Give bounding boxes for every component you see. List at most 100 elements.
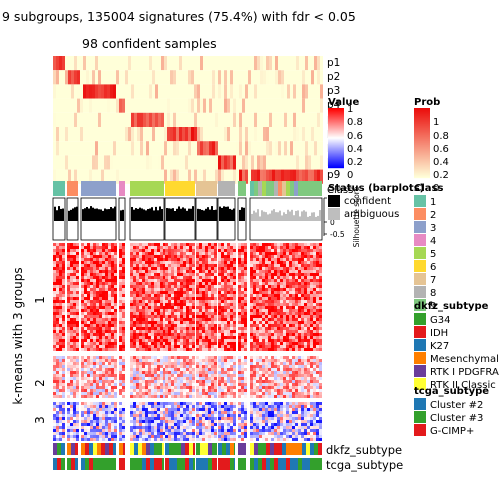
prob-cell bbox=[233, 155, 236, 170]
value-cell bbox=[119, 246, 122, 249]
prob-cell bbox=[281, 84, 284, 99]
value-cell bbox=[96, 356, 99, 359]
value-cell bbox=[108, 392, 111, 395]
prob-cell bbox=[98, 112, 101, 127]
value-cell bbox=[238, 291, 241, 294]
value-cell bbox=[56, 392, 59, 395]
value-cell bbox=[259, 327, 262, 330]
prob-cell bbox=[92, 98, 95, 113]
value-cell bbox=[274, 309, 277, 312]
value-cell bbox=[289, 282, 292, 285]
value-cell bbox=[205, 270, 208, 273]
value-cell bbox=[211, 306, 214, 309]
prob-cell bbox=[176, 112, 179, 127]
value-cell bbox=[292, 252, 295, 255]
value-cell bbox=[298, 246, 301, 249]
value-cell bbox=[289, 386, 292, 389]
value-cell bbox=[105, 246, 108, 249]
value-cell bbox=[233, 258, 236, 261]
value-cell bbox=[262, 318, 265, 321]
prob-cell bbox=[296, 169, 299, 184]
value-cell bbox=[165, 348, 168, 351]
value-cell bbox=[224, 252, 227, 255]
value-cell bbox=[202, 321, 205, 324]
value-cell bbox=[59, 273, 62, 276]
value-cell bbox=[154, 392, 157, 395]
value-cell bbox=[136, 368, 139, 371]
value-cell bbox=[271, 395, 274, 398]
prob-cell bbox=[230, 98, 233, 113]
prob-cell bbox=[197, 98, 200, 113]
value-cell bbox=[205, 276, 208, 279]
value-cell bbox=[271, 371, 274, 374]
value-cell bbox=[277, 252, 280, 255]
value-cell bbox=[313, 324, 316, 327]
value-cell bbox=[186, 315, 189, 318]
value-cell bbox=[250, 261, 253, 264]
value-cell bbox=[262, 258, 265, 261]
value-cell bbox=[274, 273, 277, 276]
value-cell bbox=[313, 368, 316, 371]
value-cell bbox=[214, 306, 217, 309]
value-cell bbox=[157, 249, 160, 252]
value-cell bbox=[241, 243, 244, 246]
value-cell bbox=[289, 294, 292, 297]
value-cell bbox=[208, 327, 211, 330]
value-cell bbox=[307, 273, 310, 276]
value-cell bbox=[163, 383, 166, 386]
prob-cell bbox=[260, 127, 263, 142]
value-cell bbox=[271, 339, 274, 342]
value-cell bbox=[227, 336, 230, 339]
value-cell bbox=[108, 330, 111, 333]
value-cell bbox=[53, 339, 56, 342]
value-cell bbox=[70, 267, 73, 270]
value-cell bbox=[202, 291, 205, 294]
value-cell bbox=[151, 345, 154, 348]
value-cell bbox=[250, 267, 253, 270]
value-cell bbox=[171, 285, 174, 288]
value-cell bbox=[227, 339, 230, 342]
value-cell bbox=[81, 395, 84, 398]
value-cell bbox=[301, 324, 304, 327]
value-cell bbox=[295, 365, 298, 368]
value-cell bbox=[253, 324, 256, 327]
value-cell bbox=[211, 279, 214, 282]
value-cell bbox=[196, 282, 199, 285]
value-cell bbox=[186, 342, 189, 345]
prob-cell bbox=[203, 127, 206, 142]
value-cell bbox=[238, 383, 241, 386]
value-cell bbox=[130, 285, 133, 288]
value-cell bbox=[277, 249, 280, 252]
value-cell bbox=[271, 276, 274, 279]
prob-cell bbox=[257, 155, 260, 170]
value-cell bbox=[250, 348, 253, 351]
value-cell bbox=[73, 330, 76, 333]
value-cell bbox=[67, 315, 70, 318]
value-cell bbox=[313, 321, 316, 324]
value-cell bbox=[108, 285, 111, 288]
value-cell bbox=[183, 377, 186, 380]
value-cell bbox=[262, 285, 265, 288]
value-cell bbox=[277, 321, 280, 324]
value-cell bbox=[274, 246, 277, 249]
value-cell bbox=[244, 395, 247, 398]
value-cell bbox=[265, 255, 268, 258]
value-cell bbox=[87, 356, 90, 359]
value-cell bbox=[136, 258, 139, 261]
value-cell bbox=[283, 315, 286, 318]
value-cell bbox=[165, 294, 168, 297]
value-cell bbox=[122, 389, 125, 392]
prob-cell bbox=[290, 169, 293, 184]
value-cell bbox=[114, 339, 117, 342]
value-cell bbox=[90, 392, 93, 395]
value-cell bbox=[168, 339, 171, 342]
prob-cell bbox=[107, 127, 110, 142]
value-cell bbox=[163, 333, 166, 336]
value-cell bbox=[289, 318, 292, 321]
value-cell bbox=[154, 306, 157, 309]
prob-cell bbox=[194, 169, 197, 184]
prob-cell bbox=[191, 112, 194, 127]
value-cell bbox=[160, 315, 163, 318]
value-cell bbox=[130, 321, 133, 324]
value-cell bbox=[93, 288, 96, 291]
